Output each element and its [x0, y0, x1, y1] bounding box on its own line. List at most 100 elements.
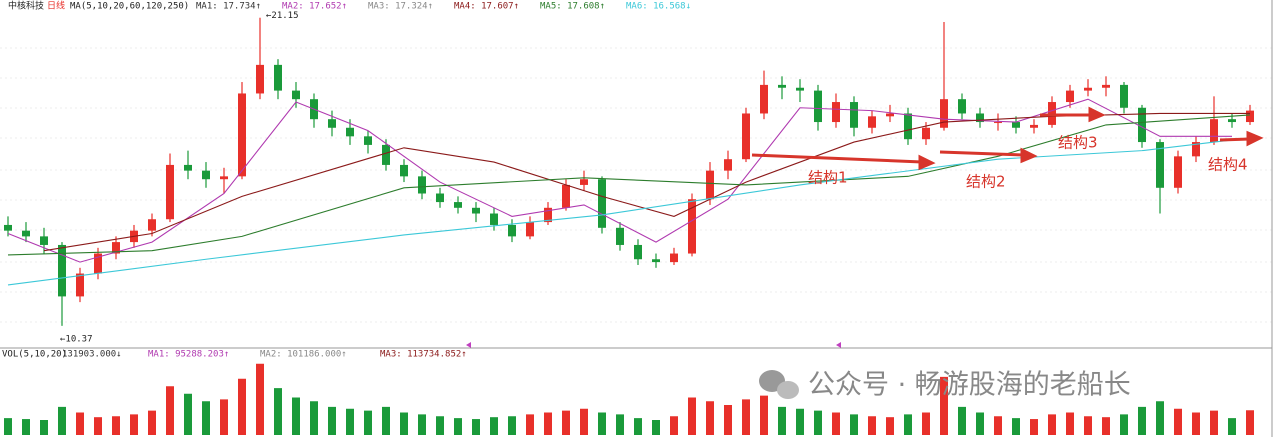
ma-line: [7, 137, 1251, 286]
candle-body: [112, 242, 120, 254]
volume-bar: [40, 420, 48, 435]
candle-body: [1084, 87, 1092, 91]
volume-bar: [904, 414, 912, 435]
candle-body: [562, 184, 570, 208]
volume-bar: [562, 410, 570, 435]
candle-body: [148, 219, 156, 231]
candle-body: [508, 224, 516, 237]
candle-body: [688, 199, 696, 254]
volume-bar: [832, 412, 840, 435]
candle-body: [1102, 84, 1110, 88]
volume-bar: [346, 408, 354, 435]
volume-bar: [868, 416, 876, 435]
marks: [4, 17, 1254, 435]
volume-bar: [598, 412, 606, 435]
volume-readout: MA2: 101186.000↑: [260, 350, 347, 360]
candle-body: [616, 227, 624, 245]
candle-body: [814, 90, 822, 123]
volume-bar: [724, 405, 732, 435]
candle-body: [58, 244, 66, 297]
candle-body: [544, 207, 552, 223]
volume-bar: [328, 406, 336, 435]
volume-bar: [886, 417, 894, 435]
candle-body: [994, 122, 1002, 124]
candle-body: [418, 176, 426, 194]
volume-bar: [256, 363, 264, 435]
volume-bar: [976, 412, 984, 435]
volume-bar: [1084, 416, 1092, 435]
volume-readout: MA3: 113734.852↑: [380, 350, 467, 360]
volume-bar: [58, 406, 66, 435]
candle-body: [1012, 122, 1020, 128]
volume-bar: [220, 399, 228, 435]
candle-body: [1210, 119, 1218, 143]
volume-bar: [436, 416, 444, 435]
ma-label: MA(5,10,20,60,120,250): [70, 2, 189, 12]
volume-bar: [1156, 401, 1164, 435]
structure-arrows: [751, 106, 1264, 171]
candle-body: [166, 164, 174, 220]
volume-bar: [382, 406, 390, 435]
icon: [777, 381, 799, 399]
volume-bar: [742, 399, 750, 435]
volume-bar: [310, 401, 318, 435]
annotation: 结构3: [1058, 134, 1098, 152]
volume-bar: [130, 414, 138, 435]
volume-bar: [454, 418, 462, 435]
candle-body: [904, 113, 912, 140]
volume-bar: [1066, 412, 1074, 435]
candle-body: [184, 164, 192, 171]
ma-readout: MA2: 17.652↑: [282, 2, 347, 12]
candle-body: [724, 159, 732, 171]
volume-bar: [796, 408, 804, 435]
arrow-head: [1020, 147, 1038, 164]
volume-bar: [760, 395, 768, 435]
annotation: 结构2: [966, 173, 1006, 191]
candle-body: [652, 259, 660, 263]
volume-bar: [508, 416, 516, 435]
candle-body: [1066, 90, 1074, 103]
volume-bar: [22, 419, 30, 435]
volume-bar: [238, 378, 246, 435]
ma-readout: MA6: 16.568↓: [626, 2, 691, 12]
volume-bar: [364, 410, 372, 435]
annotation: 结构1: [808, 169, 848, 187]
volume-bar: [166, 386, 174, 435]
period: 日线: [47, 0, 65, 12]
volume-bar: [1138, 406, 1146, 435]
volume-bar: [652, 420, 660, 435]
candle-body: [886, 113, 894, 117]
volume-bar: [1030, 419, 1038, 435]
volume-bar: [616, 414, 624, 435]
high-label: ←21.15: [266, 11, 299, 21]
candle-body: [1120, 84, 1128, 108]
arrow: [1219, 137, 1251, 142]
watermark: 公众号 · 畅游股海的老船长: [808, 370, 1131, 401]
volume-bar: [994, 416, 1002, 435]
volume-bar: [1174, 408, 1182, 435]
candle-body: [346, 127, 354, 137]
candle-body: [400, 164, 408, 177]
candle-body: [742, 113, 750, 160]
volume-bar: [958, 406, 966, 435]
volume-bar: [670, 416, 678, 435]
volume-bar: [490, 417, 498, 435]
candle-body: [76, 273, 84, 297]
volume-bar: [940, 376, 948, 435]
candle-body: [1192, 142, 1200, 157]
candle-body: [526, 222, 534, 237]
volume-bar: [922, 412, 930, 435]
candle-body: [1246, 110, 1254, 123]
volume-bar: [580, 408, 588, 435]
candle-body: [670, 253, 678, 263]
volume-bar: [472, 419, 480, 435]
candle-body: [976, 113, 984, 123]
candle-body: [1138, 107, 1146, 143]
candle-body: [40, 236, 48, 245]
candle-body: [454, 202, 462, 208]
candle-body: [202, 170, 210, 180]
candle-body: [580, 179, 588, 185]
candle-body: [958, 99, 966, 114]
candle-body: [274, 64, 282, 91]
